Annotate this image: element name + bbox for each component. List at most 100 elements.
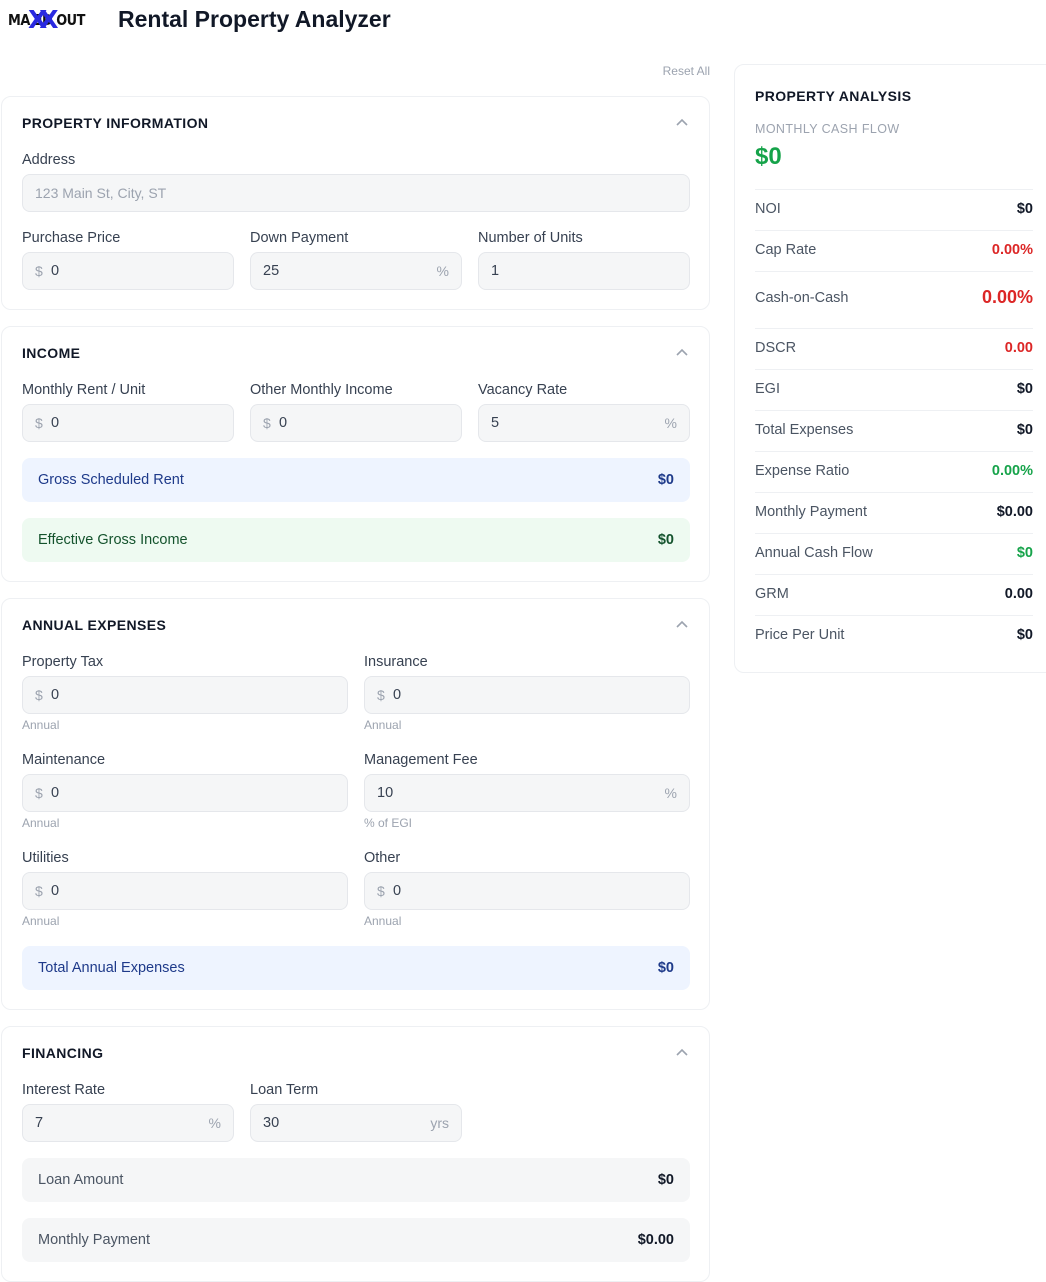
gross-scheduled-rent-value: $0: [657, 472, 674, 488]
metric-value: $0: [1016, 627, 1033, 643]
metric-label: Cap Rate: [755, 242, 817, 258]
metric-label: Expense Ratio: [755, 463, 850, 479]
metric-value: 0.00: [1004, 340, 1033, 356]
management-fee-value: 10: [377, 785, 394, 801]
monthly-rent-input[interactable]: $ 0: [22, 404, 234, 442]
other-income-label: Other Monthly Income: [250, 382, 393, 398]
address-placeholder: 123 Main St, City, ST: [35, 185, 167, 201]
metric-row-expense-ratio: Expense Ratio 0.00%: [755, 451, 1033, 492]
section-title: INCOME: [22, 345, 81, 361]
total-annual-expenses-value: $0: [657, 960, 674, 976]
metric-value: $0: [1016, 381, 1033, 397]
logo-wordmark: MA ED OUT: [8, 11, 85, 29]
vacancy-rate-value: 5: [491, 415, 500, 431]
number-of-units-label: Number of Units: [478, 230, 583, 246]
metric-row-noi: NOI $0: [755, 189, 1033, 230]
metric-value: $0: [1016, 422, 1033, 438]
metric-row-cap-rate: Cap Rate 0.00%: [755, 230, 1033, 271]
maintenance-label: Maintenance: [22, 752, 106, 768]
percent-suffix: %: [208, 1115, 221, 1131]
page-title: Rental Property Analyzer: [118, 6, 391, 32]
utilities-value: 0: [51, 883, 60, 899]
maxxed-out-logo: MA ED OUT XX: [8, 5, 94, 34]
metric-row-cash-on-cash: Cash-on-Cash 0.00%: [755, 271, 1033, 328]
financing-header[interactable]: FINANCING: [22, 1045, 689, 1063]
number-of-units-input[interactable]: 1: [478, 252, 690, 290]
financing-card: FINANCING Interest Rate 7 % Loan Term 30…: [1, 1026, 710, 1282]
percent-suffix: %: [664, 415, 677, 431]
metric-value: $0: [1016, 545, 1033, 561]
other-expense-input[interactable]: $ 0: [364, 872, 690, 910]
metric-label: DSCR: [755, 340, 797, 356]
other-expense-value: 0: [393, 883, 402, 899]
chevron-up-icon[interactable]: [675, 1047, 689, 1057]
metric-value: 0.00: [1004, 586, 1033, 602]
insurance-input[interactable]: $ 0: [364, 676, 690, 714]
down-payment-value: 25: [263, 263, 280, 279]
effective-gross-income-row: Effective Gross Income $0: [22, 518, 690, 562]
utilities-hint: Annual: [22, 914, 60, 928]
annual-expenses-header[interactable]: ANNUAL EXPENSES: [22, 617, 689, 635]
management-fee-label: Management Fee: [364, 752, 478, 768]
logo-xx-mark: XX: [28, 5, 58, 34]
section-title: FINANCING: [22, 1045, 104, 1061]
dollar-prefix: $: [35, 263, 43, 279]
monthly-cash-flow-label: MONTHLY CASH FLOW: [755, 122, 900, 136]
address-label: Address: [22, 152, 76, 168]
property-analysis-panel: PROPERTY ANALYSIS MONTHLY CASH FLOW $0 N…: [734, 64, 1046, 673]
metric-row-annual-cash-flow: Annual Cash Flow $0: [755, 533, 1033, 574]
interest-rate-value: 7: [35, 1115, 44, 1131]
metric-label: GRM: [755, 586, 789, 602]
metric-value: 0.00%: [991, 463, 1033, 479]
maintenance-value: 0: [51, 785, 60, 801]
vacancy-rate-input[interactable]: 5 %: [478, 404, 690, 442]
property-tax-hint: Annual: [22, 718, 60, 732]
metric-label: Monthly Payment: [755, 504, 868, 520]
maintenance-input[interactable]: $ 0: [22, 774, 348, 812]
loan-amount-label: Loan Amount: [38, 1172, 124, 1188]
insurance-hint: Annual: [364, 718, 402, 732]
total-annual-expenses-row: Total Annual Expenses $0: [22, 946, 690, 990]
number-of-units-value: 1: [491, 263, 500, 279]
purchase-price-input[interactable]: $ 0: [22, 252, 234, 290]
property-tax-input[interactable]: $ 0: [22, 676, 348, 714]
metric-row-egi: EGI $0: [755, 369, 1033, 410]
dollar-prefix: $: [35, 883, 43, 899]
metric-label: Total Expenses: [755, 422, 854, 438]
monthly-rent-label: Monthly Rent / Unit: [22, 382, 146, 398]
annual-expenses-card: ANNUAL EXPENSES Property Tax $ 0 Annual …: [1, 598, 710, 1010]
monthly-rent-value: 0: [51, 415, 60, 431]
metric-row-grm: GRM 0.00: [755, 574, 1033, 615]
purchase-price-value: 0: [51, 263, 60, 279]
interest-rate-input[interactable]: 7 %: [22, 1104, 234, 1142]
loan-term-label: Loan Term: [250, 1082, 319, 1098]
app-header: MA ED OUT XX Rental Property Analyzer: [0, 0, 1046, 44]
other-income-input[interactable]: $ 0: [250, 404, 462, 442]
percent-suffix: %: [664, 785, 677, 801]
monthly-payment-label: Monthly Payment: [38, 1232, 151, 1248]
loan-term-input[interactable]: 30 yrs: [250, 1104, 462, 1142]
monthly-payment-row: Monthly Payment $0.00: [22, 1218, 690, 1262]
metric-value: 0.00%: [991, 242, 1033, 258]
reset-all-link[interactable]: Reset All: [662, 64, 710, 78]
property-information-header[interactable]: PROPERTY INFORMATION: [22, 115, 689, 133]
chevron-up-icon[interactable]: [675, 619, 689, 629]
down-payment-input[interactable]: 25 %: [250, 252, 462, 290]
address-input[interactable]: 123 Main St, City, ST: [22, 174, 690, 212]
metric-row-monthly-payment: Monthly Payment $0.00: [755, 492, 1033, 533]
loan-amount-row: Loan Amount $0: [22, 1158, 690, 1202]
dollar-prefix: $: [377, 883, 385, 899]
interest-rate-label: Interest Rate: [22, 1082, 106, 1098]
utilities-label: Utilities: [22, 850, 69, 866]
dollar-prefix: $: [35, 785, 43, 801]
section-title: ANNUAL EXPENSES: [22, 617, 167, 633]
utilities-input[interactable]: $ 0: [22, 872, 348, 910]
chevron-up-icon[interactable]: [675, 117, 689, 127]
metric-row-price-per-unit: Price Per Unit $0: [755, 615, 1033, 656]
chevron-up-icon[interactable]: [675, 347, 689, 357]
management-fee-input[interactable]: 10 %: [364, 774, 690, 812]
income-card: INCOME Monthly Rent / Unit $ 0 Other Mon…: [1, 326, 710, 582]
years-suffix: yrs: [430, 1115, 449, 1131]
total-annual-expenses-label: Total Annual Expenses: [38, 960, 185, 976]
income-header[interactable]: INCOME: [22, 345, 689, 363]
